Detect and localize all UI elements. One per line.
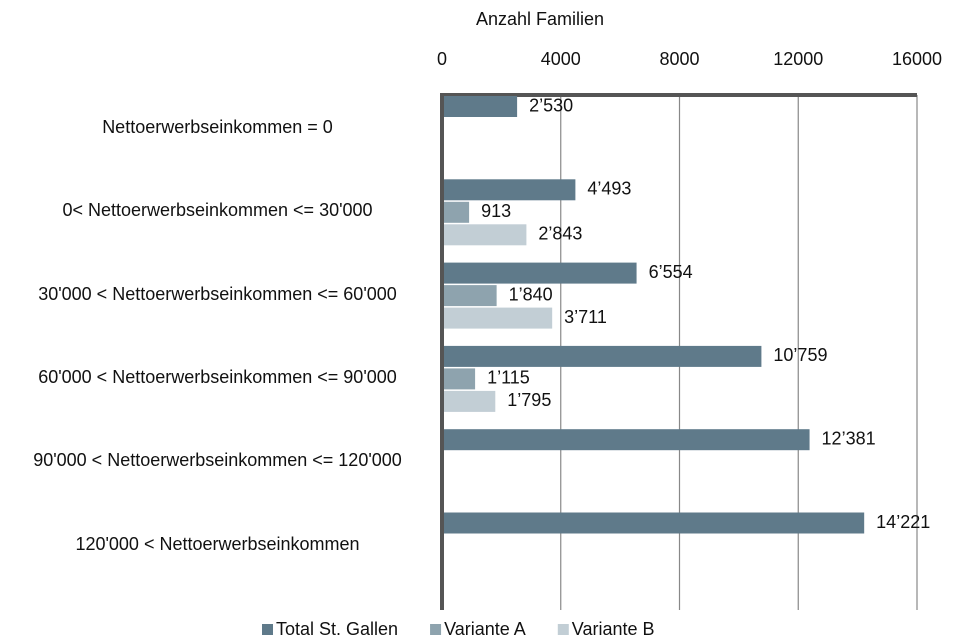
- legend-swatch: [430, 624, 442, 635]
- bar: [444, 285, 497, 307]
- value-label: 4’493: [587, 179, 631, 199]
- bar: [444, 179, 576, 201]
- y-tick-label: Nettoerwerbseinkommen = 0: [102, 117, 333, 137]
- x-tick-label: 12000: [773, 49, 823, 69]
- x-tick-label: 0: [437, 49, 447, 69]
- value-label: 10’759: [773, 345, 827, 365]
- y-tick-label: 90'000 < Nettoerwerbseinkommen <= 120'00…: [33, 450, 402, 471]
- bar: [444, 368, 476, 390]
- y-tick-label: 120'000 < Nettoerwerbseinkommen: [75, 533, 360, 554]
- value-label: 1’840: [509, 284, 553, 304]
- value-label: 2’843: [538, 224, 582, 244]
- bar: [444, 390, 496, 412]
- value-label: 12’381: [822, 428, 876, 448]
- y-tick-label: 60'000 < Nettoerwerbseinkommen <= 90'000: [38, 366, 397, 387]
- value-label: 1’795: [507, 390, 551, 410]
- bar: [444, 345, 762, 367]
- legend-swatch: [557, 624, 569, 635]
- x-tick-label: 8000: [659, 49, 699, 69]
- legend-label: Variante B: [572, 619, 655, 639]
- bar: [444, 96, 518, 117]
- value-label: 14’221: [876, 512, 930, 532]
- y-tick-label: 30'000 < Nettoerwerbseinkommen <= 60'000: [38, 283, 397, 304]
- bar: [444, 201, 470, 223]
- value-label: 3’711: [564, 307, 607, 327]
- bar: [444, 429, 810, 451]
- bar: [444, 262, 637, 284]
- value-label: 6’554: [649, 262, 693, 282]
- bar: [444, 307, 553, 329]
- value-label: 913: [481, 201, 511, 221]
- axis-title: Anzahl Familien: [476, 9, 604, 29]
- legend-label: Total St. Gallen: [276, 619, 398, 639]
- value-label: 1’115: [487, 368, 530, 388]
- y-tick-label: 0< Nettoerwerbseinkommen <= 30'000: [62, 200, 373, 221]
- x-tick-label: 4000: [541, 49, 581, 69]
- bar: [444, 512, 865, 534]
- legend-label: Variante A: [444, 619, 526, 639]
- x-tick-label: 16000: [892, 49, 942, 69]
- legend-swatch: [262, 624, 273, 635]
- bar: [444, 224, 527, 246]
- value-label: 2’530: [529, 95, 573, 115]
